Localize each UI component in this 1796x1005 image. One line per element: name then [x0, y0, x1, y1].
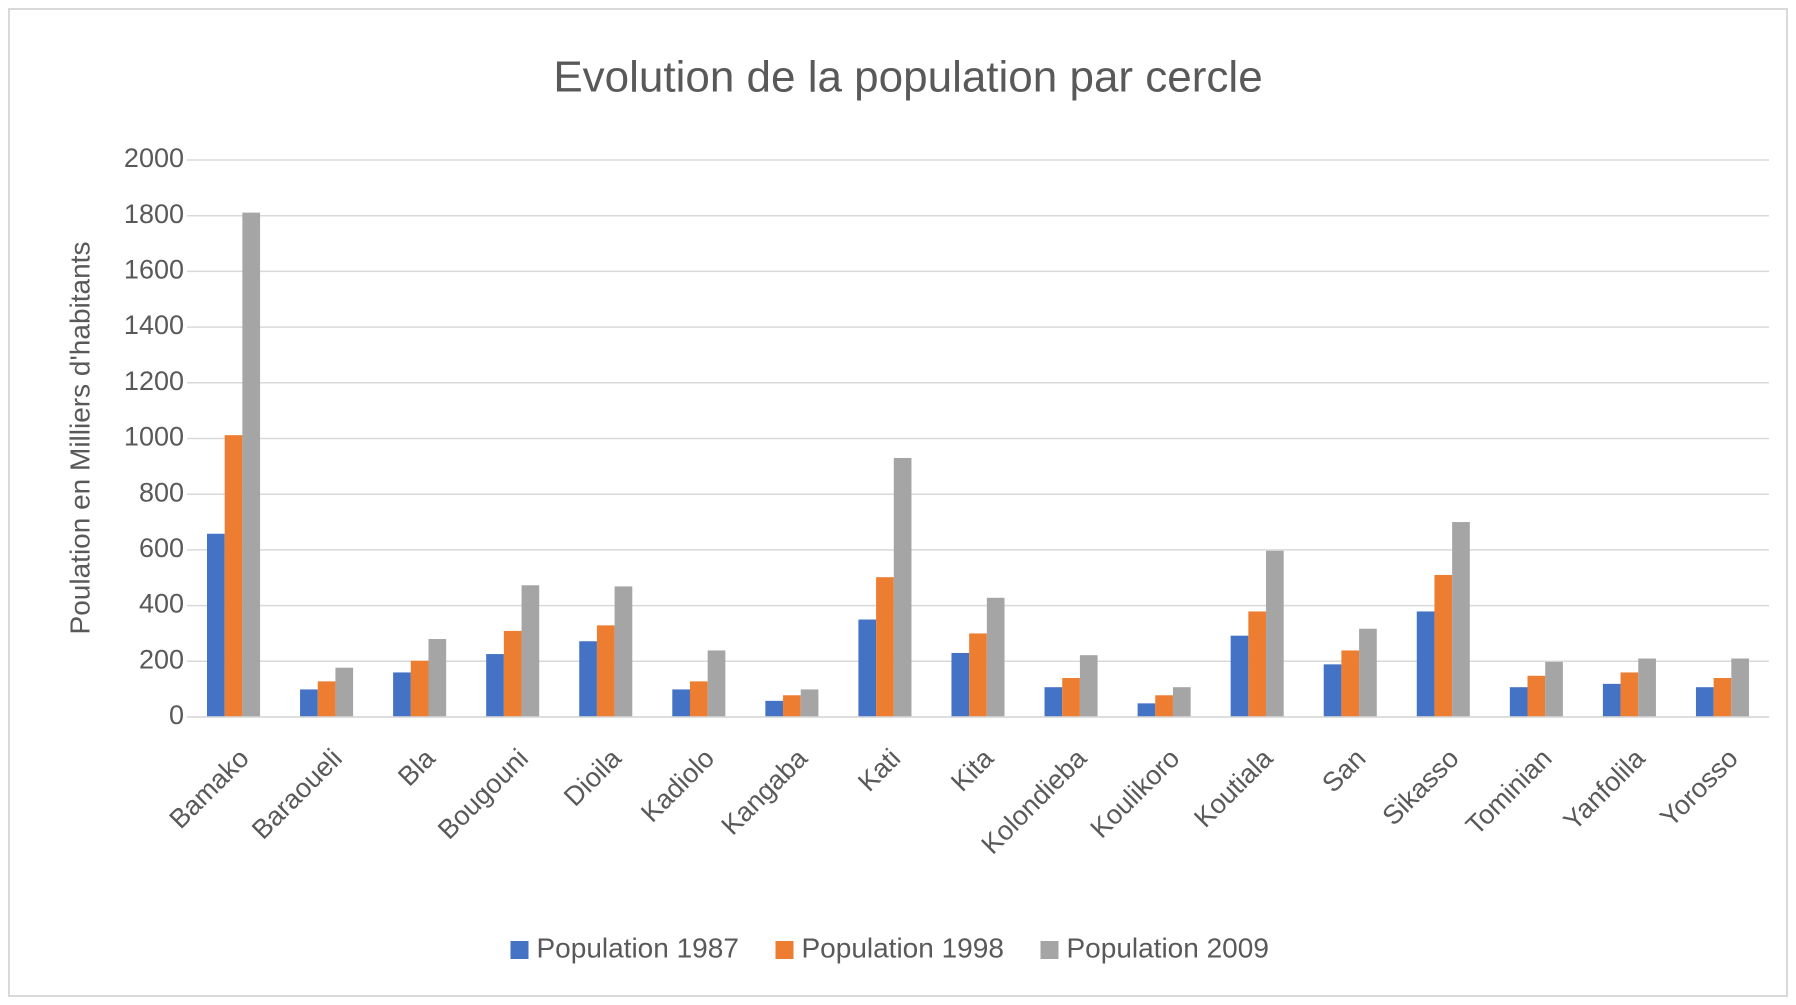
- legend-label: Population 2009: [1067, 932, 1269, 963]
- bar: [1509, 687, 1528, 717]
- bar: [876, 577, 894, 717]
- bar: [1545, 661, 1563, 717]
- y-tick-label: 2000: [124, 143, 184, 173]
- bar: [1416, 611, 1435, 717]
- y-tick-label: 1200: [124, 366, 184, 396]
- bar: [986, 597, 1005, 717]
- bar: [893, 457, 912, 717]
- y-tick-label: 1600: [124, 255, 184, 285]
- bar: [783, 695, 801, 717]
- bar: [1155, 695, 1173, 717]
- bar: [242, 212, 261, 717]
- bar: [1062, 678, 1080, 717]
- bar: [224, 435, 243, 717]
- legend-swatch: [775, 941, 794, 959]
- bar: [1230, 635, 1249, 717]
- bar: [317, 681, 336, 717]
- legend-label: Population 1987: [537, 932, 739, 963]
- bar: [1172, 687, 1191, 717]
- bar: [579, 641, 597, 717]
- bar: [765, 700, 784, 717]
- y-tick-label: 400: [139, 589, 184, 619]
- bar: [858, 619, 877, 717]
- bar: [1359, 628, 1377, 717]
- bar: [410, 660, 429, 717]
- bar: [1248, 611, 1267, 717]
- bar: [1620, 672, 1639, 717]
- bar: [672, 689, 690, 717]
- bar: [1713, 678, 1732, 717]
- bar: [1434, 574, 1453, 717]
- bar: [689, 681, 708, 717]
- bar: [1266, 550, 1284, 717]
- bar: [393, 672, 411, 717]
- bar: [486, 654, 504, 717]
- legend-swatch: [1040, 941, 1059, 959]
- bar: [1341, 650, 1360, 717]
- bar: [1452, 522, 1470, 717]
- bar: [614, 586, 633, 717]
- y-tick-label: 200: [139, 644, 184, 674]
- bar: [1527, 675, 1546, 717]
- bar: [1602, 683, 1621, 717]
- bar: [207, 533, 225, 717]
- y-tick-label: 1800: [124, 199, 184, 229]
- bar: [1731, 658, 1749, 717]
- y-tick-label: 0: [169, 700, 184, 730]
- bar: [707, 650, 726, 717]
- bar: [1044, 687, 1063, 717]
- bar: [1323, 664, 1342, 717]
- legend-swatch: [510, 941, 529, 959]
- bar: [596, 625, 615, 717]
- y-tick-label: 1000: [124, 422, 184, 452]
- bar: [951, 652, 970, 717]
- y-tick-label: 800: [139, 477, 184, 507]
- bar: [1638, 658, 1656, 717]
- y-tick-label: 1400: [124, 310, 184, 340]
- bar: [300, 689, 318, 717]
- bar: [503, 630, 522, 717]
- bar: [335, 667, 354, 717]
- bar: [800, 689, 819, 717]
- legend-label: Population 1998: [802, 932, 1004, 963]
- bar: [521, 585, 540, 717]
- chart-title: Evolution de la population par cercle: [553, 53, 1262, 102]
- bar: [1695, 687, 1714, 717]
- y-axis-title: Poulation en Milliers d'habitants: [64, 242, 95, 635]
- bar: [969, 633, 987, 717]
- bar: [1137, 703, 1156, 717]
- bar: [428, 639, 447, 717]
- bar: [1079, 655, 1098, 717]
- y-tick-label: 600: [139, 533, 184, 563]
